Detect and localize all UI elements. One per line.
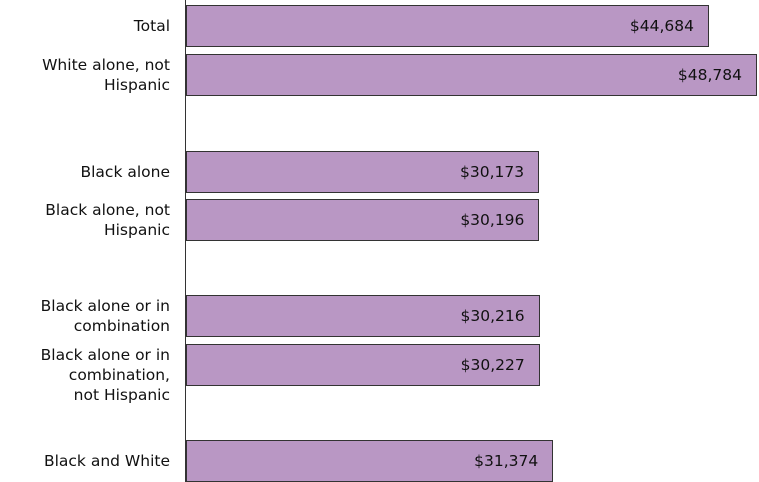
value-label: $30,216 — [460, 307, 525, 325]
bar: $30,173 — [186, 151, 540, 193]
bar: $30,227 — [186, 344, 540, 386]
category-label: Black alone or in combination, not Hispa… — [40, 346, 170, 404]
bar: $48,784 — [186, 54, 757, 96]
category-label: Total — [133, 17, 170, 35]
value-label: $48,784 — [677, 66, 742, 84]
category-label: Black alone — [80, 163, 170, 181]
bar: $30,196 — [186, 199, 540, 241]
category-label: Black alone or in combination — [40, 297, 170, 335]
category-label: Black alone, not Hispanic — [45, 201, 170, 239]
bar: $30,216 — [186, 295, 540, 337]
value-label: $30,227 — [460, 356, 525, 374]
axis-line — [185, 0, 186, 482]
value-label: $44,684 — [629, 17, 694, 35]
bar: $31,374 — [186, 440, 554, 482]
value-label: $30,196 — [460, 211, 525, 229]
value-label: $30,173 — [460, 163, 525, 181]
category-label: White alone, not Hispanic — [42, 56, 170, 94]
bar: $44,684 — [186, 5, 709, 47]
category-label: Black and White — [43, 452, 170, 470]
value-label: $31,374 — [474, 452, 539, 470]
